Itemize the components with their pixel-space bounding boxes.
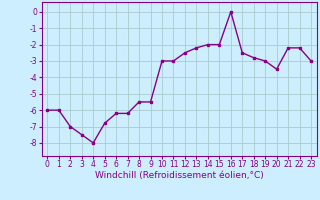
X-axis label: Windchill (Refroidissement éolien,°C): Windchill (Refroidissement éolien,°C): [95, 171, 264, 180]
